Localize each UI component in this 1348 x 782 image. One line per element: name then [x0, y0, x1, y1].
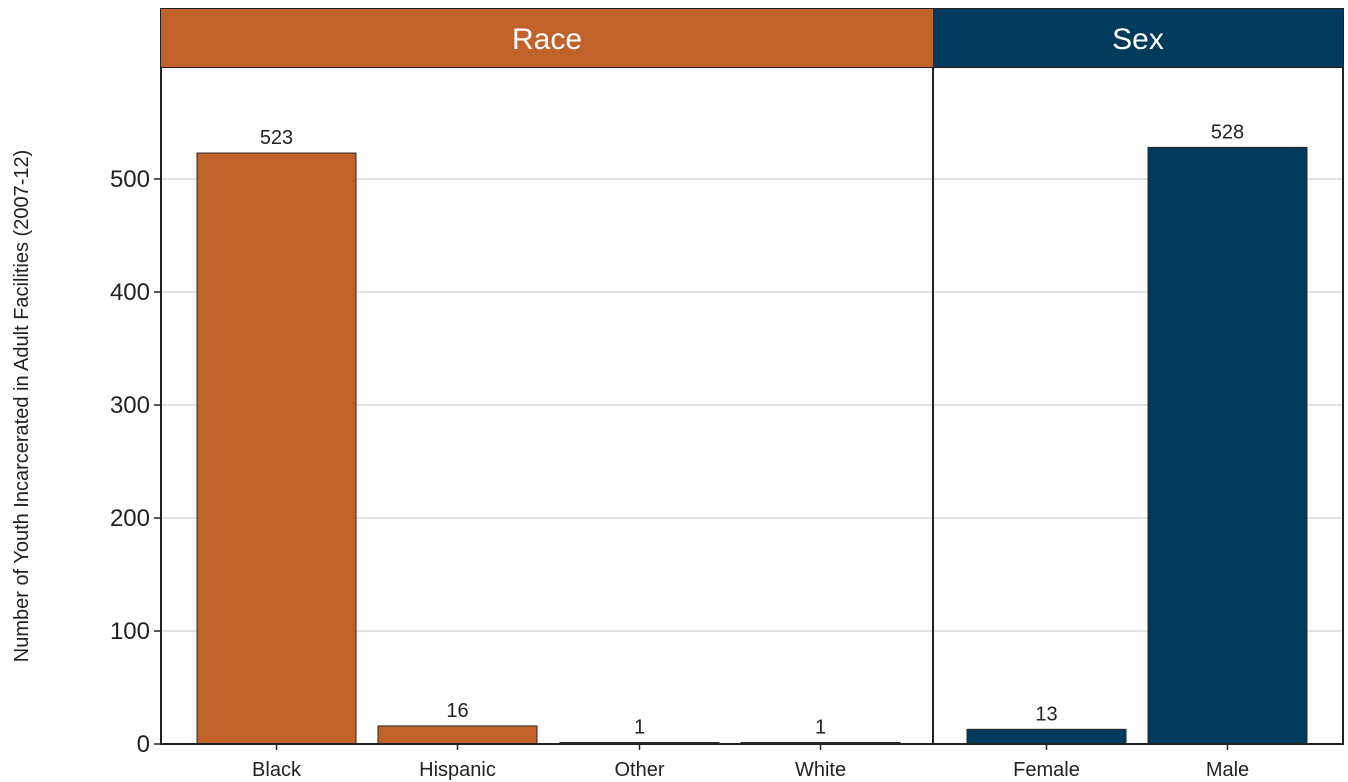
bar-female [966, 728, 1127, 745]
grid-lines [162, 178, 1342, 632]
panel-strip-sex [933, 9, 1343, 67]
x-tick-label: Female [1013, 759, 1080, 781]
panel-strip-race [161, 9, 933, 67]
bar-male [1147, 146, 1308, 745]
panel-title: Sex [1112, 23, 1164, 56]
panel-strips: Race Sex [161, 9, 1343, 67]
x-tick-label: White [795, 759, 846, 781]
data-label: 1 [815, 717, 826, 739]
x-tick-label: Male [1206, 759, 1249, 781]
y-tick-label: 500 [110, 166, 150, 193]
data-label: 1 [634, 717, 645, 739]
x-tick-label: Black [252, 759, 302, 781]
bars: 523 16 1 1 13 528 [196, 121, 1308, 745]
panel-title: Race [512, 23, 582, 56]
y-tick-label: 300 [110, 392, 150, 419]
data-label: 523 [260, 127, 293, 149]
bar-hispanic [377, 725, 538, 745]
data-label: 16 [446, 700, 468, 722]
y-tick-label: 0 [137, 731, 150, 758]
y-tick-label: 400 [110, 279, 150, 306]
x-tick-label: Other [614, 759, 664, 781]
x-axis: Black Hispanic Other White Female Male [252, 744, 1249, 781]
bar-black [196, 152, 357, 745]
x-tick-label: Hispanic [419, 759, 496, 781]
data-label: 528 [1211, 121, 1244, 143]
y-tick-label: 100 [110, 618, 150, 645]
y-tick-label: 200 [110, 505, 150, 532]
data-label: 13 [1035, 703, 1057, 725]
y-axis: 0 100 200 300 400 500 [110, 166, 161, 758]
y-axis-label: Number of Youth Incarcerated in Adult Fa… [11, 150, 33, 663]
